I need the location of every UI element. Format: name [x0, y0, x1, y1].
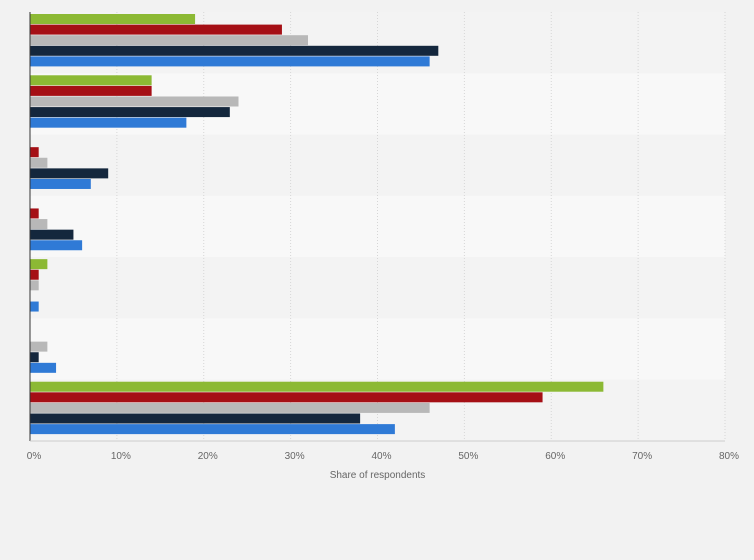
- x-axis-title: Share of respondents: [330, 470, 426, 481]
- bar: [30, 14, 196, 24]
- bar: [30, 107, 230, 118]
- bar: [30, 259, 48, 270]
- bar: [30, 147, 39, 158]
- bar: [30, 75, 152, 86]
- bar: [30, 219, 48, 230]
- bar: [30, 168, 109, 179]
- bar: [30, 341, 48, 352]
- bar: [30, 117, 187, 128]
- x-tick-label: 40%: [371, 451, 391, 462]
- bar: [30, 45, 439, 56]
- x-tick-label: 20%: [198, 451, 218, 462]
- x-tick-label: 10%: [111, 451, 131, 462]
- bar: [30, 402, 430, 413]
- bar: [30, 424, 395, 435]
- bar: [30, 96, 239, 107]
- bar: [30, 178, 91, 189]
- bar: [30, 85, 152, 96]
- category-band: [30, 195, 725, 258]
- bar: [30, 24, 282, 35]
- x-tick-label: 30%: [285, 451, 305, 462]
- bar: [30, 413, 361, 424]
- bar: [30, 352, 39, 363]
- bar: [30, 362, 57, 373]
- bar: [30, 56, 430, 67]
- bar: [30, 240, 83, 251]
- bar: [30, 392, 543, 403]
- bar: [30, 381, 604, 392]
- x-tick-label: 0%: [27, 451, 42, 462]
- bar: [30, 269, 39, 280]
- bar: [30, 157, 48, 168]
- bar: [30, 301, 39, 312]
- bar: [30, 35, 308, 46]
- x-tick-label: 70%: [632, 451, 652, 462]
- bar: [30, 208, 39, 219]
- x-tick-label: 80%: [719, 451, 739, 462]
- bar: [30, 229, 74, 240]
- x-tick-label: 50%: [458, 451, 478, 462]
- bar: [30, 280, 39, 291]
- x-tick-label: 60%: [545, 451, 565, 462]
